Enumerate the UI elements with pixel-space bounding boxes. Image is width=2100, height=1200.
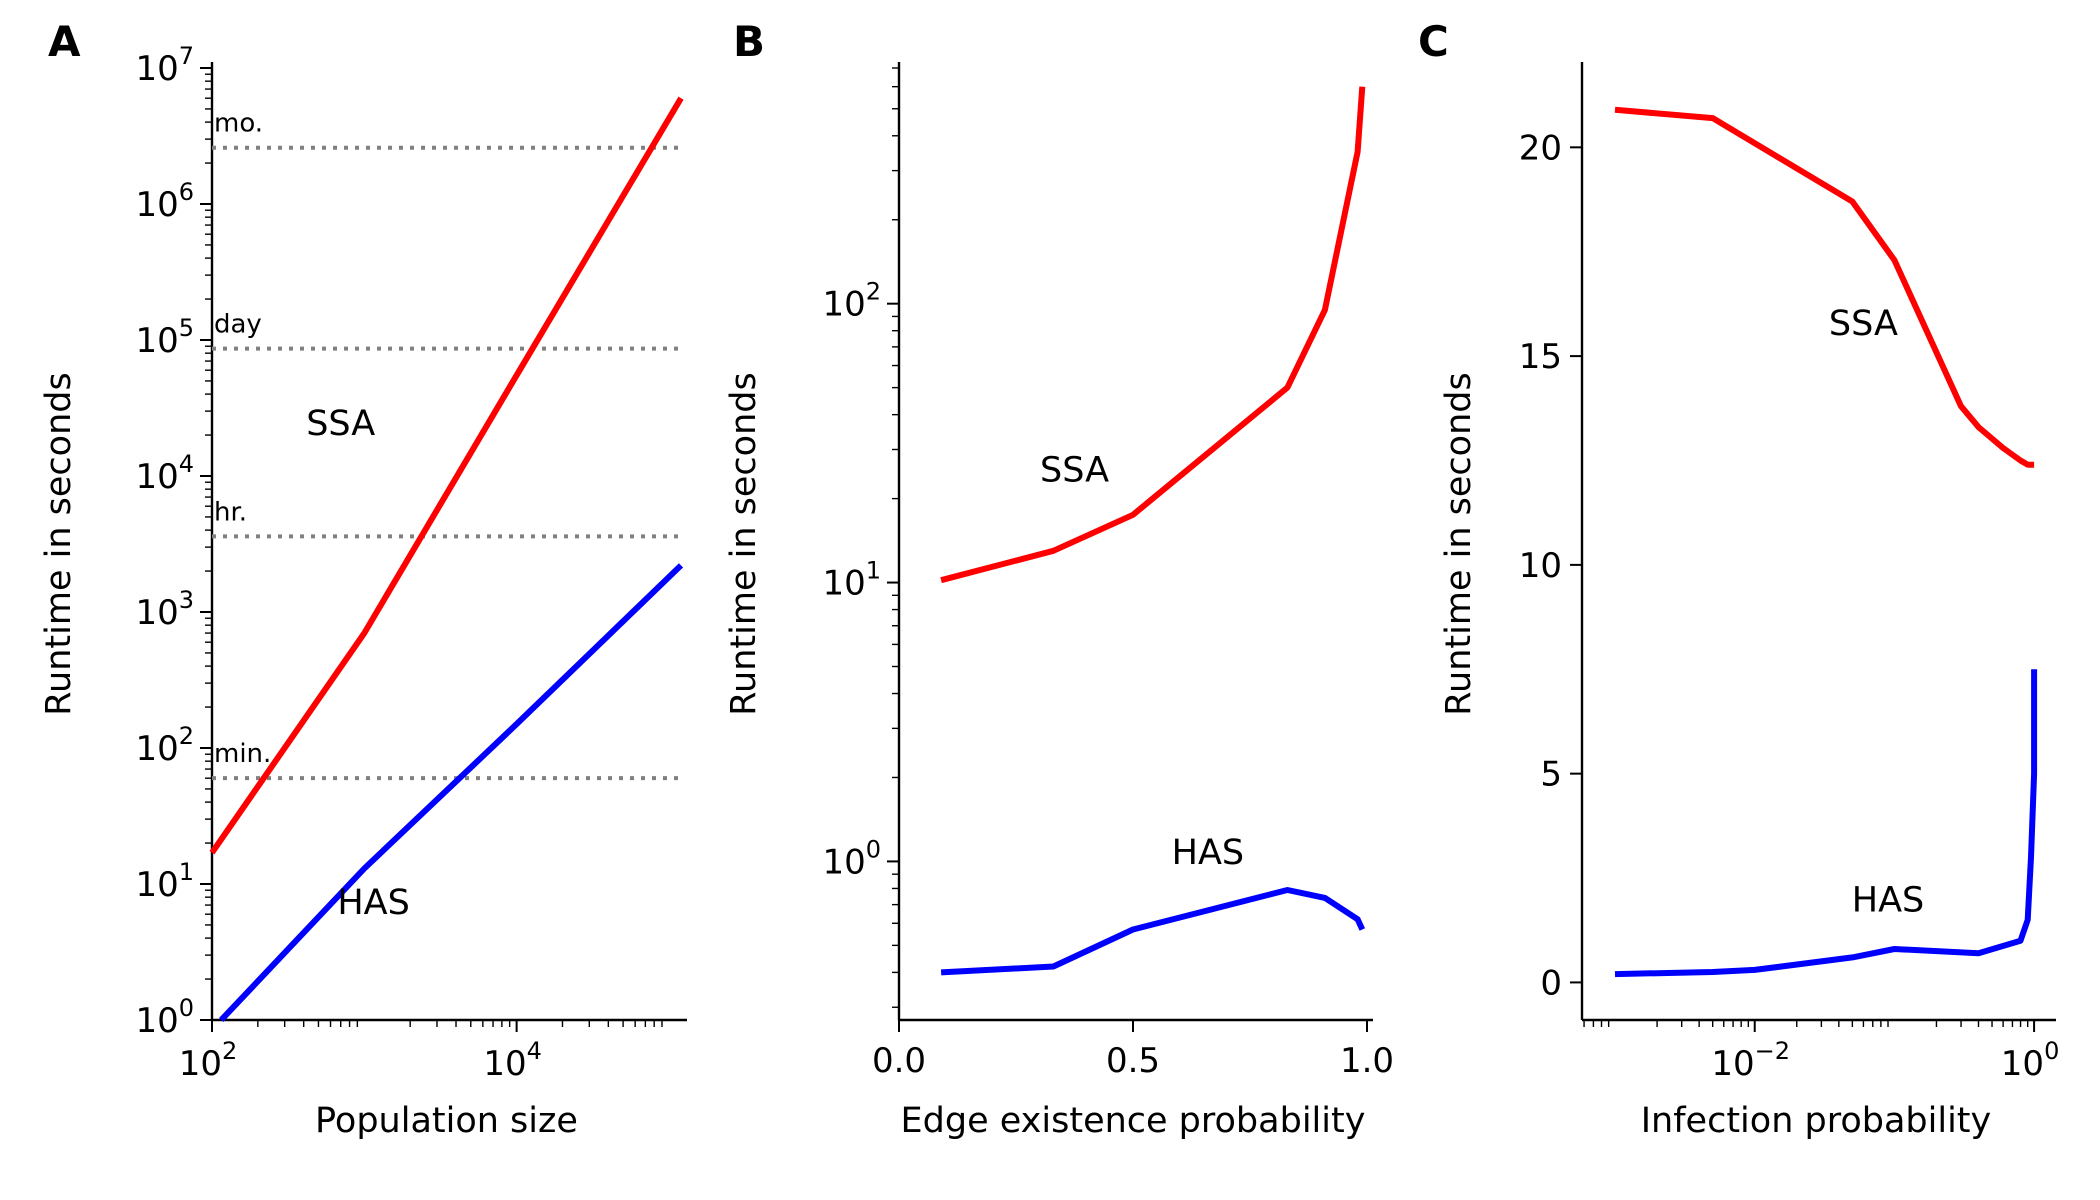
x-axis-label: Edge existence probability: [901, 1101, 1366, 1141]
x-tick-label: 10−2: [1711, 1037, 1790, 1084]
y-tick-label: 106: [135, 178, 194, 225]
y-tick-label: 103: [135, 586, 194, 633]
y-tick-label: 10: [1519, 546, 1562, 586]
series-label-ssa: SSA: [1040, 451, 1109, 491]
x-tick-label: 0.5: [1106, 1041, 1160, 1081]
panel-letter: B: [733, 17, 765, 66]
series-label-has: HAS: [1852, 880, 1924, 920]
y-axis-label: Runtime in seconds: [724, 372, 764, 715]
y-tick-label: 20: [1519, 128, 1562, 168]
series-label-ssa: SSA: [1829, 304, 1898, 344]
panel-letter: A: [48, 17, 81, 66]
series-line-has: [219, 563, 684, 1023]
y-tick-label: 102: [135, 722, 194, 769]
x-tick-label: 102: [179, 1037, 238, 1084]
y-tick-label: 105: [135, 314, 194, 361]
panel-a: A 100 101 102 103 104 105 106 107 102 104 Populatio…: [39, 17, 687, 1141]
y-axis-label: Runtime in seconds: [39, 372, 79, 715]
y-tick-label: 104: [135, 450, 194, 497]
y-tick-label: 5: [1540, 755, 1562, 795]
x-tick-label: 0.0: [872, 1041, 926, 1081]
x-axis-label: Population size: [315, 1101, 578, 1141]
y-axis-label: Runtime in seconds: [1439, 372, 1479, 715]
y-tick-label: 100: [135, 994, 194, 1041]
y-tick-label: 101: [135, 858, 194, 905]
panel-b: B 100 101 102 0.0 0.5 1.0 Edge existence probab…: [724, 17, 1394, 1141]
x-tick-label: 100: [2001, 1037, 2060, 1084]
series-label-ssa: SSA: [306, 404, 375, 444]
series-line-has: [1614, 669, 2038, 978]
x-axis-label: Infection probability: [1641, 1101, 1992, 1141]
reference-line-label: min.: [214, 739, 271, 769]
y-tick-label: 0: [1540, 963, 1562, 1003]
series-line-has: [940, 887, 1366, 976]
panel-letter: C: [1418, 17, 1449, 66]
reference-line-label: hr.: [214, 497, 247, 527]
y-tick-label: 107: [135, 42, 194, 89]
reference-line-label: day: [214, 310, 262, 340]
series-line-ssa: [209, 96, 684, 855]
reference-line-label: mo.: [214, 109, 263, 139]
y-tick-label: 102: [822, 278, 881, 325]
x-tick-label: 1.0: [1340, 1041, 1394, 1081]
y-tick-label: 101: [822, 557, 881, 604]
x-tick-label: 104: [483, 1037, 542, 1084]
series-line-ssa: [940, 86, 1366, 584]
series-label-has: HAS: [337, 883, 409, 923]
series-line-ssa: [1614, 106, 2035, 468]
series-label-has: HAS: [1172, 833, 1244, 873]
y-tick-label: 100: [822, 835, 881, 882]
y-tick-label: 15: [1519, 337, 1562, 377]
